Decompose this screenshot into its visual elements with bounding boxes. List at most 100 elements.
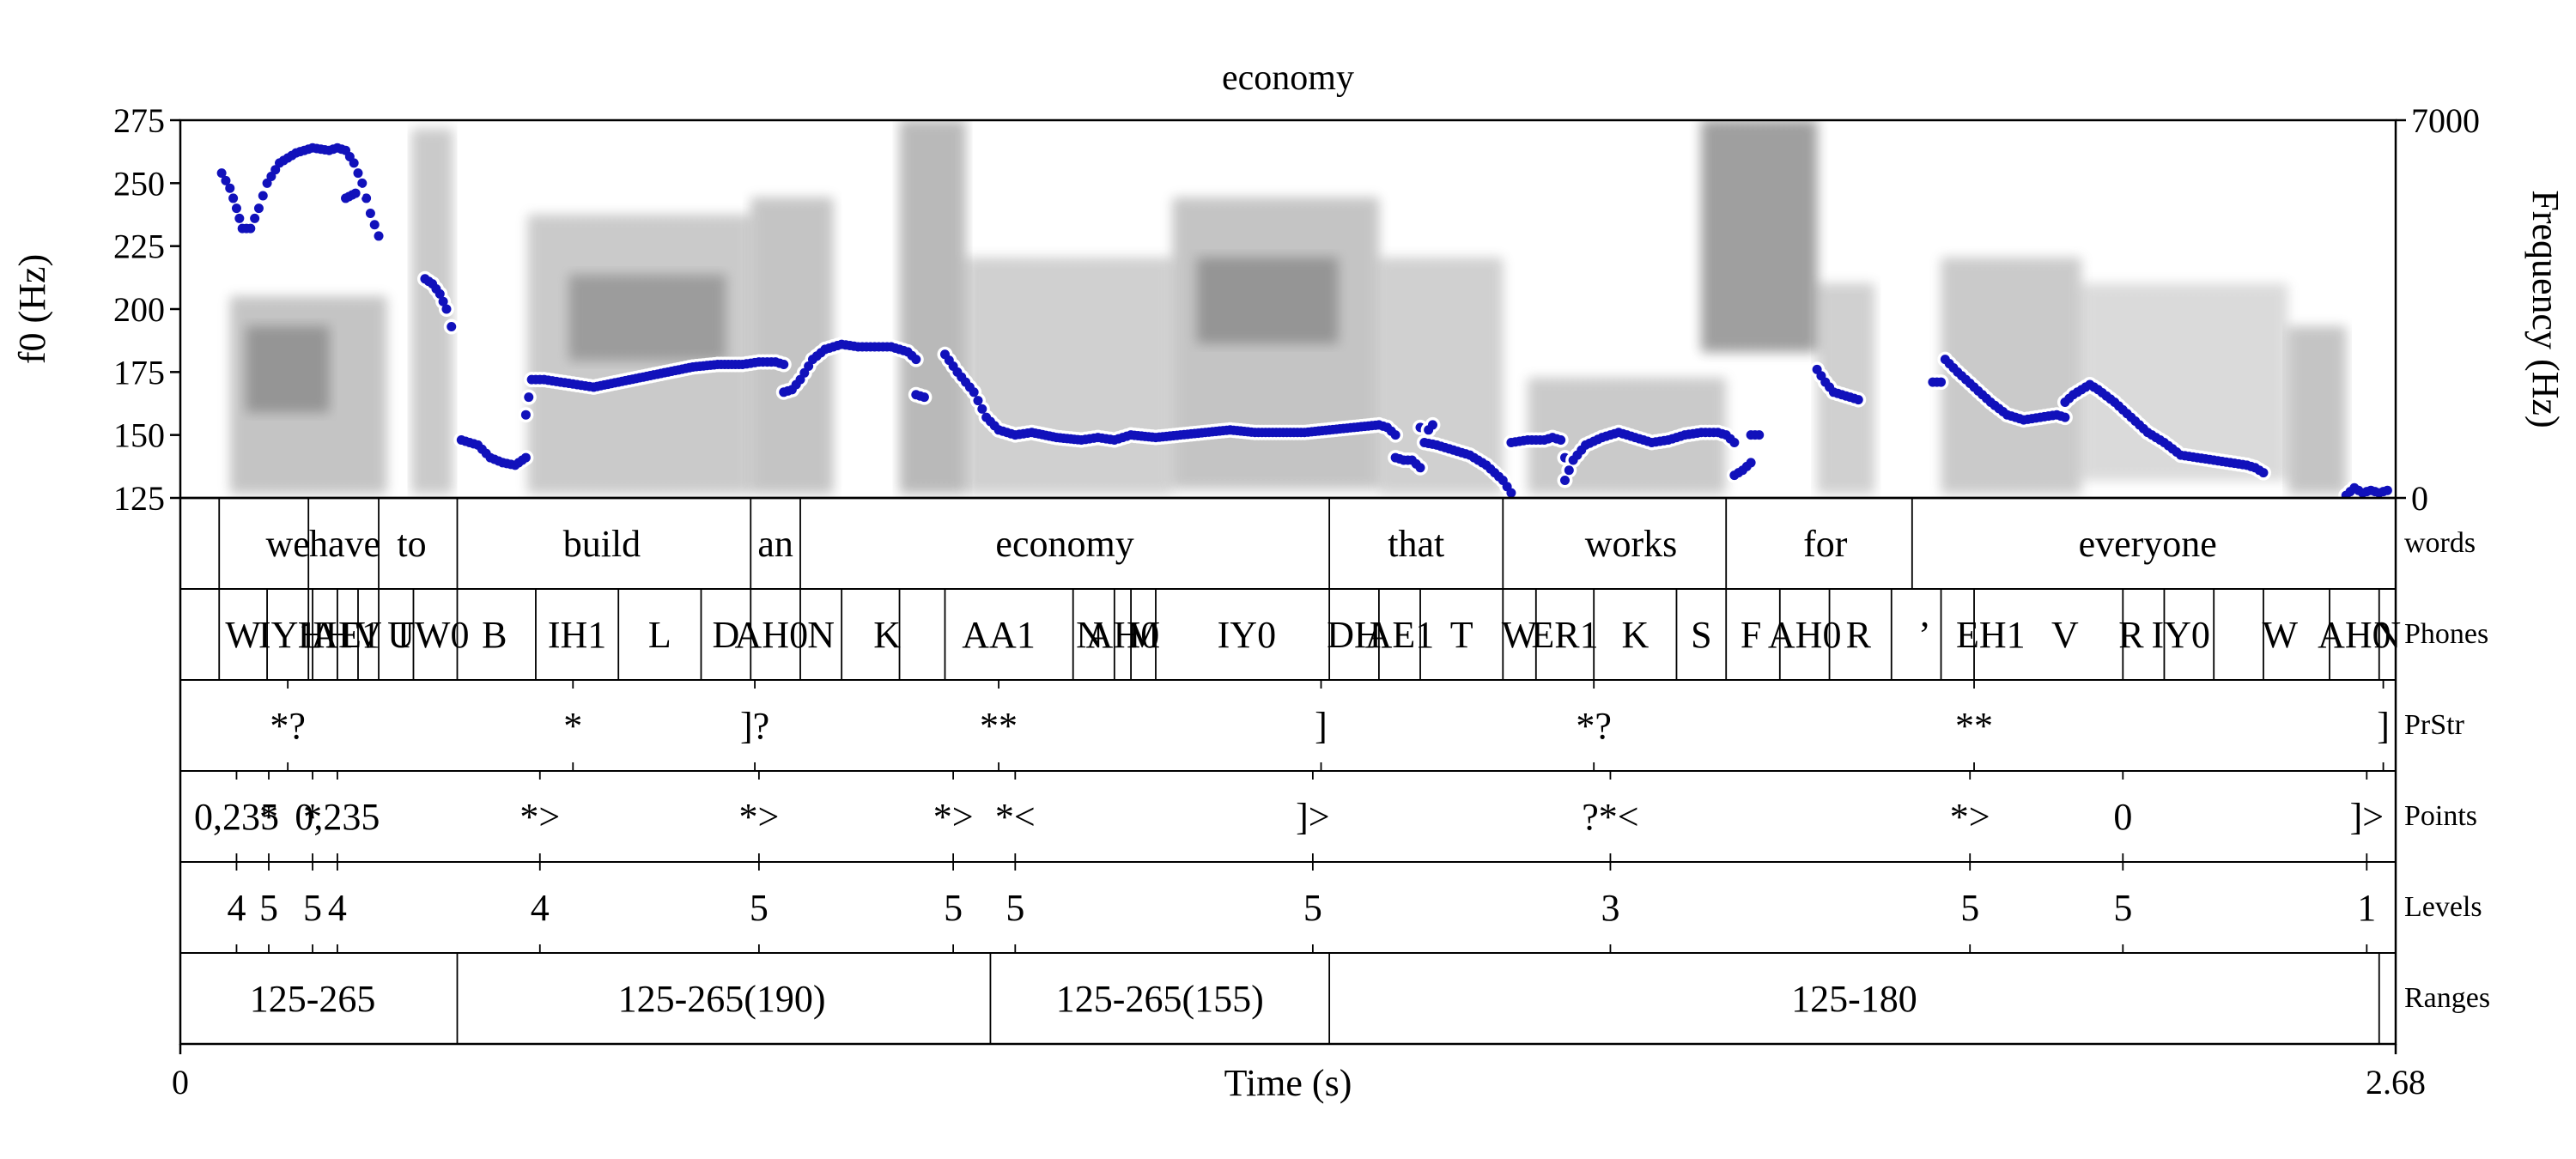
- interval-label: AH0: [1086, 614, 1160, 656]
- spectrogram-striation: [1701, 120, 1818, 352]
- f0-point: [2060, 412, 2070, 422]
- interval-label: T: [1450, 614, 1473, 656]
- f0-point: [911, 355, 921, 365]
- f0-point: [250, 213, 260, 223]
- f0-point: [234, 213, 245, 223]
- spectrogram: [229, 120, 2347, 494]
- point-label: ]?: [740, 705, 769, 747]
- f0-point: [1506, 488, 1516, 498]
- point-label: 4: [227, 887, 246, 929]
- point-label: ]>: [2350, 796, 2384, 838]
- f0-point: [1415, 463, 1425, 473]
- point-label: 0: [2113, 796, 2132, 838]
- f0-point: [1556, 435, 1566, 446]
- tier-name: Phones: [2404, 618, 2488, 650]
- point-label: *?: [270, 705, 306, 747]
- interval-label: R: [1846, 614, 1872, 656]
- interval-label: N: [2373, 614, 2401, 656]
- interval-label: W: [2262, 614, 2298, 656]
- interval-label: for: [1803, 523, 1848, 565]
- f0-point: [969, 387, 979, 397]
- point-label: 0,235: [295, 796, 380, 838]
- f0-point: [349, 158, 359, 168]
- f0-point: [1564, 465, 1574, 476]
- point-label: 0,235: [194, 796, 279, 838]
- f0-tick-label: 200: [113, 290, 165, 329]
- point-label: ]: [1315, 705, 1327, 747]
- interval-label: V: [355, 614, 382, 656]
- point-label: 5: [750, 887, 769, 929]
- x-tick-label: 0: [172, 1063, 189, 1101]
- point-label: 3: [1601, 887, 1619, 929]
- f0-point: [1936, 377, 1947, 387]
- interval-label: HH: [298, 614, 353, 656]
- f0-tick-label: 250: [113, 164, 165, 203]
- tier-name: Ranges: [2404, 982, 2490, 1014]
- point-label: *: [303, 796, 322, 838]
- interval-label: IY1: [258, 614, 317, 656]
- f0-point: [369, 220, 380, 230]
- interval-label: 125-265: [250, 978, 376, 1020]
- interval-label: that: [1388, 523, 1444, 565]
- tier-name: Points: [2404, 800, 2477, 832]
- point-label: 5: [303, 887, 322, 929]
- interval-label: K: [1621, 614, 1649, 656]
- interval-label: DH: [1327, 614, 1382, 656]
- tier-name: words: [2404, 527, 2476, 559]
- f0-point: [246, 223, 256, 234]
- spectrogram-striation: [1197, 258, 1338, 343]
- interval-label: we: [265, 523, 309, 565]
- f0-point: [779, 360, 789, 370]
- f0-point: [447, 322, 457, 332]
- f0-point: [2382, 485, 2392, 495]
- point-label: 4: [531, 887, 550, 929]
- point-label: *: [259, 796, 278, 838]
- f0-point: [225, 183, 235, 193]
- point-label: ?*<: [1582, 796, 1638, 838]
- x-tick-label: 2.68: [2366, 1063, 2426, 1101]
- interval-label: K: [873, 614, 901, 656]
- f0-point: [1853, 395, 1863, 405]
- f0-point: [977, 404, 987, 414]
- interval-label: ER1: [1531, 614, 1598, 656]
- interval-label: L: [648, 614, 671, 656]
- y-axis-label-right: Frequency (Hz): [2524, 190, 2567, 428]
- point-label: *>: [738, 796, 779, 838]
- interval-label: S: [1691, 614, 1711, 656]
- interval-label: EH1: [1956, 614, 2026, 656]
- interval-label: V: [2051, 614, 2079, 656]
- interval-label: IY0: [1218, 614, 1276, 656]
- f0-point: [1560, 475, 1570, 485]
- interval-label: N: [1076, 614, 1103, 656]
- interval-label: 125-265(155): [1056, 978, 1264, 1020]
- interval-label: AA1: [962, 614, 1036, 656]
- f0-point: [253, 203, 264, 214]
- x-axis-label: Time (s): [1224, 1062, 1352, 1104]
- interval-label: UW0: [387, 614, 469, 656]
- point-label: 1: [2357, 887, 2376, 929]
- f0-point: [228, 193, 239, 203]
- f0-point: [1746, 458, 1756, 468]
- f0-point: [434, 288, 445, 299]
- point-label: 5: [1005, 887, 1024, 929]
- f0-point: [258, 191, 268, 201]
- chart-title: economy: [1222, 58, 1354, 98]
- f0-point: [357, 178, 368, 188]
- f0-tick-label: 225: [113, 228, 165, 266]
- point-label: *>: [933, 796, 974, 838]
- f0-point: [353, 168, 363, 179]
- spectrogram-striation: [2081, 283, 2288, 481]
- f0-point: [216, 168, 227, 179]
- f0-point: [221, 175, 231, 185]
- f0-point: [2258, 468, 2269, 478]
- f0-point: [361, 193, 372, 203]
- point-label: *>: [1950, 796, 1990, 838]
- f0-tick-label: 175: [113, 353, 165, 391]
- interval-label: build: [563, 523, 641, 565]
- interval-label: W: [225, 614, 261, 656]
- point-label: *>: [519, 796, 560, 838]
- interval-label: D: [712, 614, 739, 656]
- f0-point: [524, 392, 534, 403]
- point-label: **: [980, 705, 1018, 747]
